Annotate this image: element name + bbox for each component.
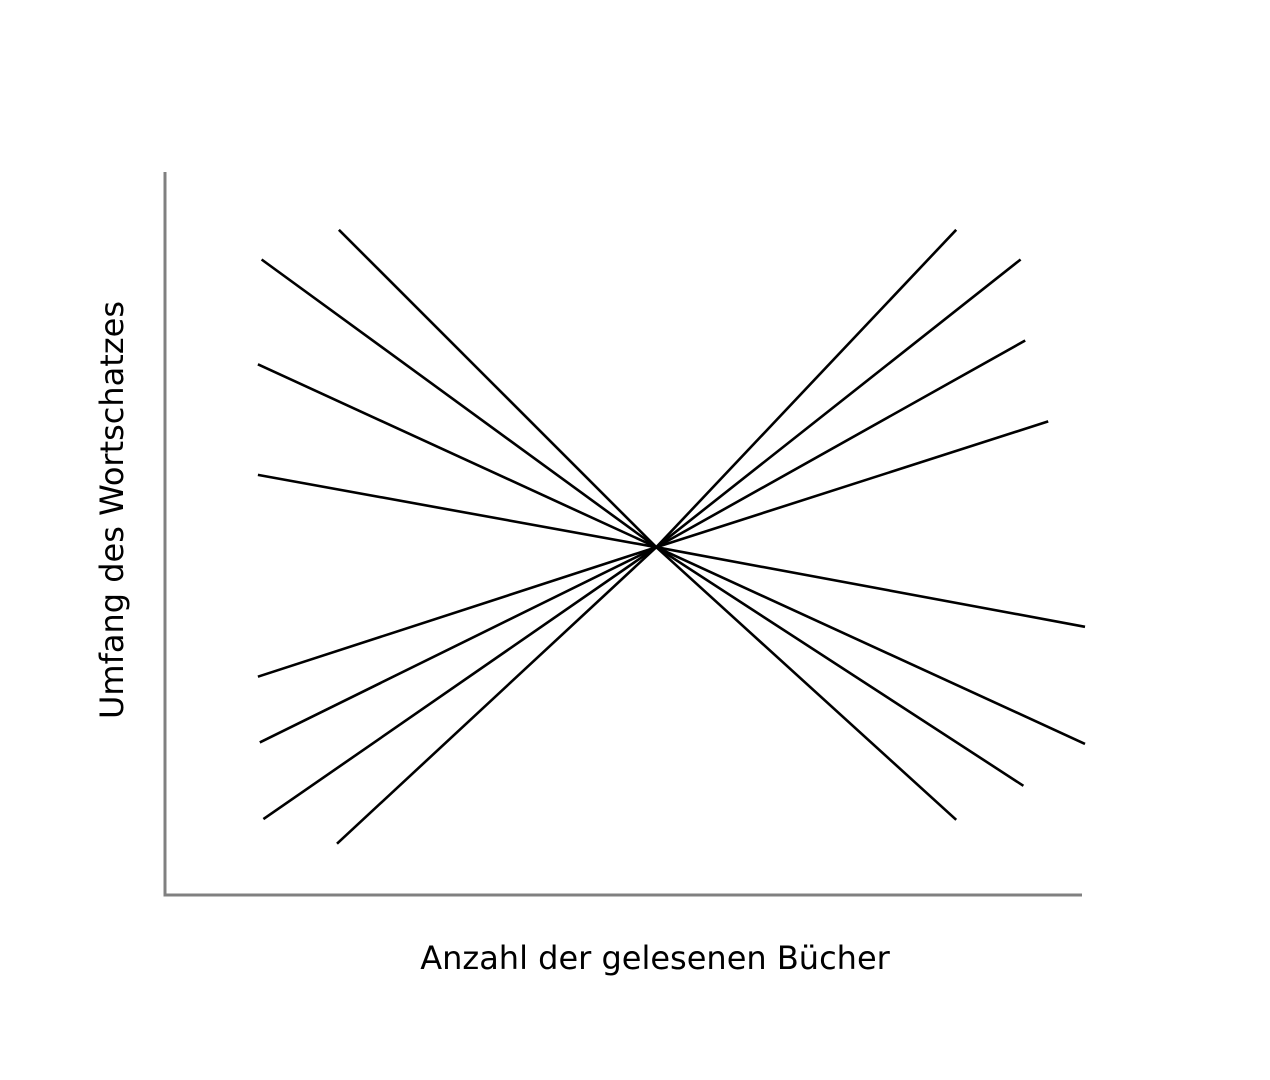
series-line-8 [336, 546, 658, 845]
series-line-15 [655, 546, 1025, 787]
series-line-12 [655, 420, 1049, 549]
series-line-9 [655, 228, 958, 549]
series-line-7 [262, 546, 658, 821]
x-axis-label: Anzahl der gelesenen Bücher [420, 939, 890, 977]
series-line-10 [655, 258, 1022, 549]
series-line-1 [260, 258, 658, 549]
y-axis-label: Umfang des Wortschatzes [93, 301, 131, 719]
series-line-2 [257, 363, 657, 549]
series-line-3 [257, 473, 657, 549]
series-line-11 [655, 339, 1026, 549]
series-line-13 [656, 545, 1086, 629]
series-line-14 [655, 546, 1086, 746]
series-line-4 [337, 228, 658, 549]
series-line-5 [257, 545, 657, 678]
series-line-6 [259, 546, 657, 744]
series-line-16 [655, 546, 958, 821]
series-layer [257, 228, 1086, 845]
